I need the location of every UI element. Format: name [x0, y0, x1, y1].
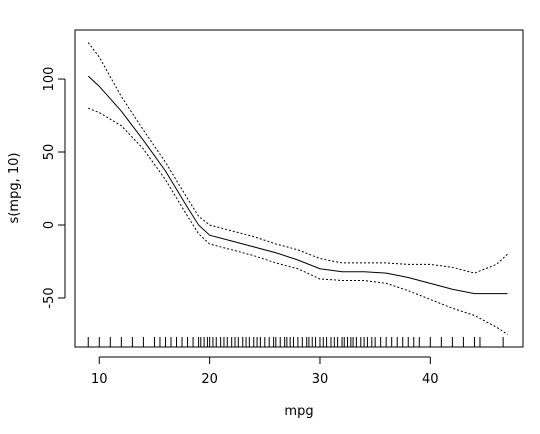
x-tick-label: 40: [422, 372, 439, 387]
y-tick-label: -50: [42, 287, 57, 308]
y-tick-label: 0: [42, 221, 57, 229]
series-line: [87, 42, 508, 274]
x-axis-label: mpg: [284, 404, 313, 419]
y-tick-label: 50: [42, 144, 57, 161]
x-tick-label: 10: [91, 372, 108, 387]
series-line: [88, 107, 508, 335]
y-tick-label: 100: [42, 67, 57, 92]
x-tick-label: 30: [312, 372, 329, 387]
x-tick-label: 20: [201, 372, 218, 387]
plot-frame: [74, 29, 524, 348]
series-line: [87, 75, 508, 295]
y-axis-label: s(mpg, 10): [7, 153, 22, 224]
